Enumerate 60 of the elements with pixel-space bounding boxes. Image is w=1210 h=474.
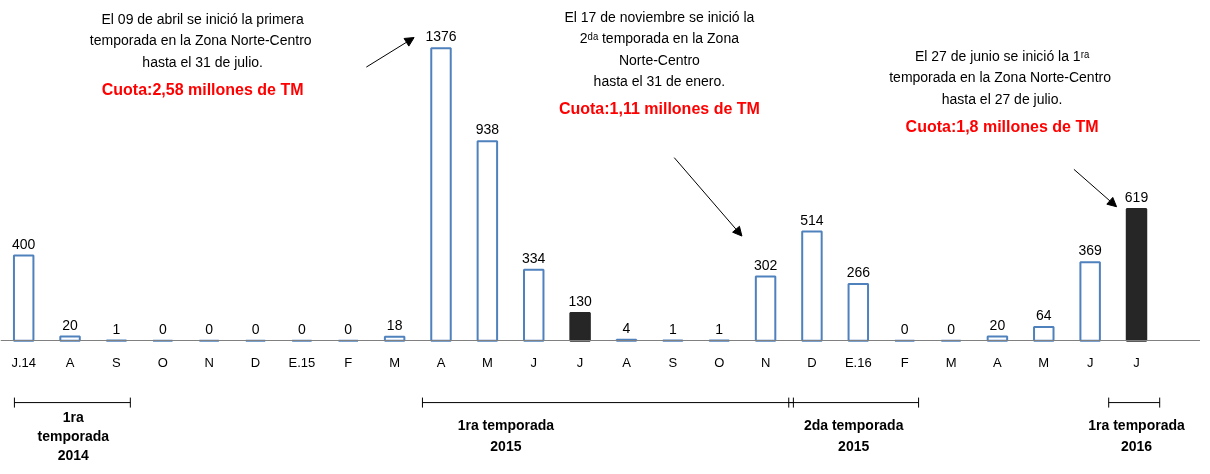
- annotation: Cuota:1,8 millones de TM: [905, 118, 1099, 136]
- x-tick-label: A: [993, 354, 1003, 370]
- data-label: 20: [62, 316, 79, 333]
- x-tick-label: J: [1133, 354, 1140, 370]
- x-tick-label: J: [576, 354, 584, 370]
- x-tick-label: D: [807, 354, 817, 370]
- data-label: 1: [715, 320, 724, 337]
- x-tick-label: E.15: [288, 354, 316, 370]
- x-tick-label: M: [389, 354, 401, 370]
- text: 1ra temporada 2014: [37, 409, 110, 463]
- x-tick-label: J: [1086, 354, 1094, 370]
- data-label: 18: [386, 317, 403, 334]
- data-label: 130: [568, 293, 592, 310]
- x-tick-label: S: [112, 354, 122, 370]
- x-tick-label: A: [436, 354, 446, 370]
- data-label: 302: [753, 256, 778, 273]
- data-label: 266: [846, 264, 871, 281]
- data-label: 20: [989, 316, 1006, 333]
- data-label: 938: [475, 121, 500, 138]
- data-label: 514: [800, 211, 824, 228]
- annotation: Cuota:1,11 millones de TM: [558, 100, 760, 118]
- x-tick-label: F: [900, 354, 909, 370]
- data-label: 0: [900, 320, 909, 337]
- x-tick-label: N: [204, 354, 214, 370]
- data-label: 369: [1078, 242, 1103, 259]
- x-tick-label: J: [530, 354, 537, 370]
- x-tick-label: M: [1038, 354, 1050, 370]
- data-label: 0: [251, 320, 260, 337]
- x-tick-label: A: [65, 354, 75, 370]
- x-tick-label: D: [250, 354, 261, 370]
- data-label: 0: [205, 320, 214, 337]
- data-label: 619: [1124, 189, 1149, 206]
- data-label: 0: [947, 320, 956, 337]
- data-label: 1376: [425, 28, 457, 45]
- x-tick-label: O: [157, 354, 168, 370]
- data-label: 400: [12, 235, 36, 252]
- x-tick-label: S: [668, 354, 678, 370]
- data-label: 4: [622, 319, 631, 336]
- annotation: El 17 de noviembre se inició la 2ᵈᵃ temporada en la Zona Norte-Centro hasta el 31 de enero.: [564, 8, 755, 90]
- data-label: 1: [112, 320, 121, 337]
- data-label: 0: [298, 320, 306, 337]
- x-tick-label: O: [714, 354, 725, 370]
- x-tick-label: F: [344, 354, 353, 370]
- annotation: El 27 de junio se inició la 1ʳᵃ temporada en la Zona Norte-Centro hasta el 27 de julio.: [889, 47, 1112, 108]
- x-tick-label: M: [481, 354, 493, 370]
- annotation: Cuota:2,58 millones de TM: [101, 80, 304, 98]
- annotation: El 09 de abril se inició la primera temporada en la Zona Norte-Centro hasta el 31 de julio.: [89, 10, 312, 70]
- text: 1ra temporada 2016: [1088, 417, 1185, 454]
- x-tick-label: E.16: [844, 354, 872, 370]
- x-tick-label: A: [622, 354, 632, 370]
- data-label: 334: [522, 249, 546, 266]
- text: 1ra temporada 2015: [457, 417, 555, 454]
- data-label: 0: [158, 320, 167, 337]
- data-label: 64: [1035, 307, 1052, 324]
- data-label: 1: [668, 320, 677, 337]
- x-tick-label: M: [945, 354, 957, 370]
- text: 2da temporada 2015: [803, 417, 904, 454]
- data-label: 0: [344, 320, 353, 337]
- x-tick-label: J.14: [11, 354, 36, 370]
- x-tick-label: N: [760, 354, 771, 370]
